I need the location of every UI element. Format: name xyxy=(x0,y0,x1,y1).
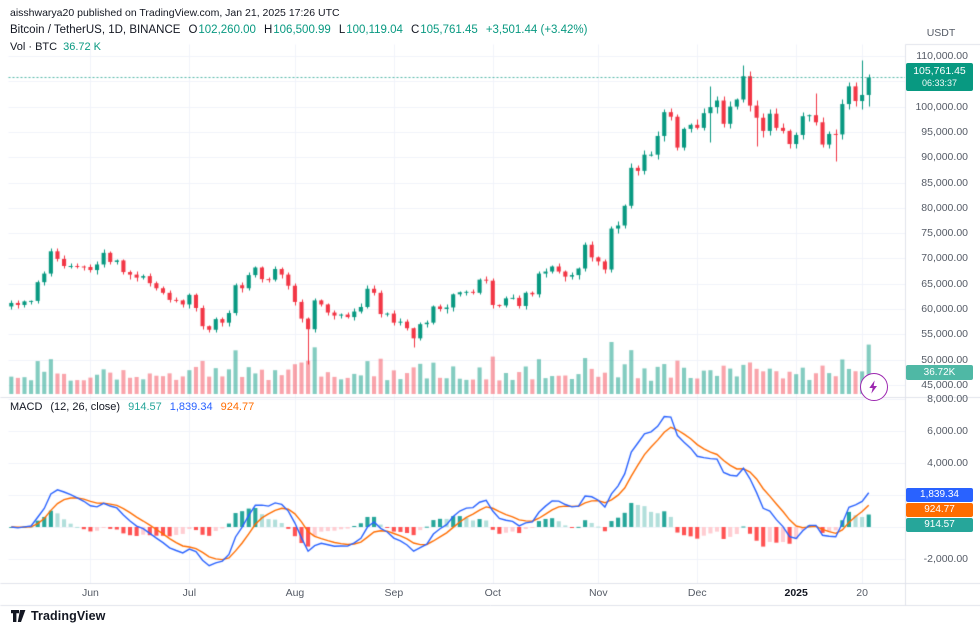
time-tick-label: 20 xyxy=(856,587,868,599)
ohlc-open: O 102,260.00 xyxy=(188,24,256,36)
volume-legend: Vol · BTC 36.72 K xyxy=(10,41,101,53)
time-tick-label: Nov xyxy=(588,587,608,599)
bar-countdown: 06:33:37 xyxy=(921,78,958,89)
tradingview-logo[interactable]: TradingView xyxy=(10,609,106,623)
time-tick-label: Aug xyxy=(285,587,305,599)
open-value: 102,260.00 xyxy=(198,24,256,36)
ohlc-close: C 105,761.45 xyxy=(411,24,478,36)
tradingview-mark-icon xyxy=(11,610,26,622)
macd-signal-value: 924.77 xyxy=(220,401,255,413)
ohlc-high: H 106,500.99 xyxy=(264,24,331,36)
low-label: L xyxy=(338,24,346,36)
high-value: 106,500.99 xyxy=(273,24,331,36)
macd-legend: MACD (12, 26, close) 914.57 1,839.34 924… xyxy=(10,401,254,413)
time-tick-label: Oct xyxy=(484,587,501,599)
time-tick-label: Jul xyxy=(182,587,197,599)
macd-line-value: 1,839.34 xyxy=(169,401,213,413)
current-price: 105,761.45 xyxy=(913,65,966,78)
macd-params: (12, 26, close) xyxy=(50,401,121,413)
attribution-text: aisshwarya20 published on TradingView.co… xyxy=(10,7,340,19)
time-tick-label: 2025 xyxy=(784,587,808,599)
brand-name: TradingView xyxy=(31,609,106,623)
volume-label: Vol · BTC xyxy=(10,41,58,53)
macd-hist-value: 914.57 xyxy=(128,401,162,413)
open-label: O xyxy=(188,24,198,36)
volume-value: 36.72 K xyxy=(63,41,101,53)
high-label: H xyxy=(263,24,273,36)
symbol-title[interactable]: Bitcoin / TetherUS, 1D, BINANCE xyxy=(10,24,181,36)
macd-signal-badge: 924.77 xyxy=(906,503,973,517)
ohlc-low: L 100,119.04 xyxy=(339,24,403,36)
close-label: C xyxy=(410,24,420,36)
macd-hist-badge: 914.57 xyxy=(906,518,973,532)
time-tick-label: Dec xyxy=(687,587,707,599)
change-value: +3,501.44 (+3.42%) xyxy=(485,24,588,36)
instant-trading-button[interactable] xyxy=(860,373,888,401)
time-tick-label: Jun xyxy=(81,587,99,599)
time-tick-label: Sep xyxy=(384,587,404,599)
price-axis-unit: USDT xyxy=(926,27,956,39)
symbol-legend: Bitcoin / TetherUS, 1D, BINANCE O 102,260… xyxy=(10,24,587,36)
macd-title[interactable]: MACD xyxy=(10,401,43,413)
current-volume-badge: 36.72K xyxy=(906,365,973,380)
macd-line-badge: 1,839.34 xyxy=(906,488,973,502)
current-price-badge: 105,761.45 06:33:37 xyxy=(906,63,973,92)
lightning-icon xyxy=(869,380,877,394)
low-value: 100,119.04 xyxy=(346,24,403,36)
close-value: 105,761.45 xyxy=(420,24,478,36)
